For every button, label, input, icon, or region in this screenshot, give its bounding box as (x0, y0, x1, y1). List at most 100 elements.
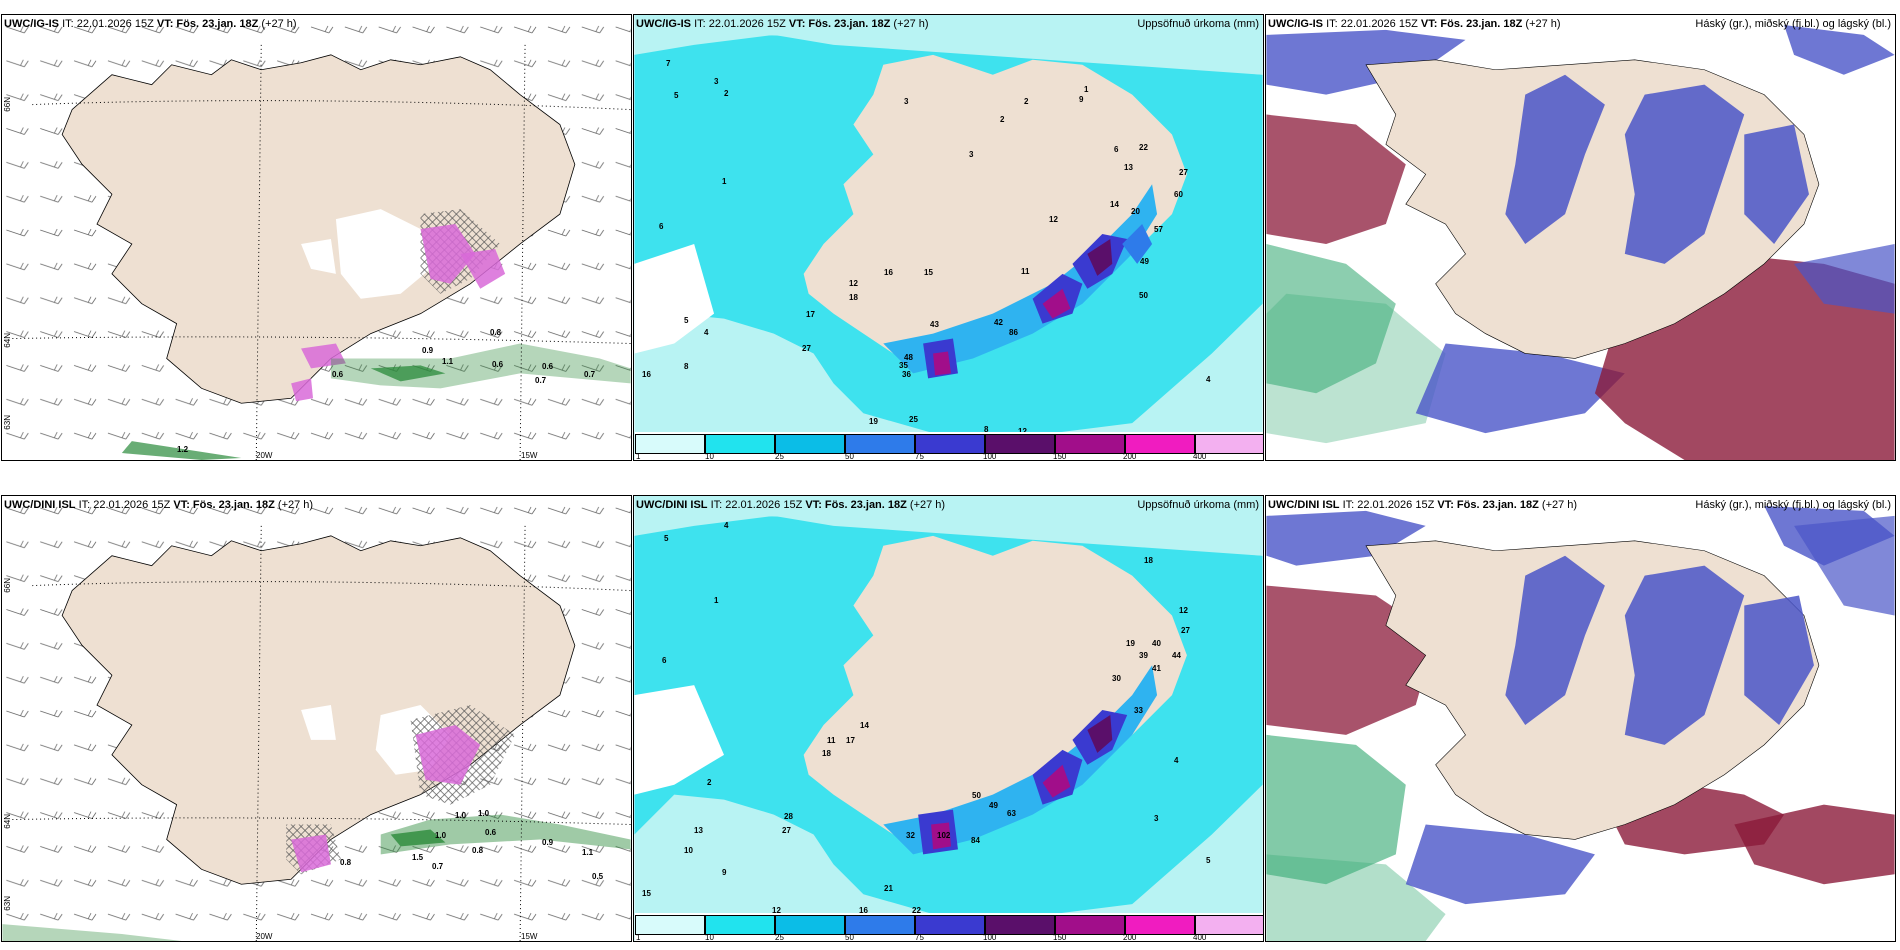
panel-title: Háský (gr.), miðský (fj.bl.) og lágský (… (1695, 499, 1891, 511)
lon-label: 15W (521, 451, 538, 460)
colorbar-tick: 1 (636, 933, 641, 942)
wind-value: 0.6 (542, 362, 554, 371)
precip-value: 5 (684, 316, 689, 325)
precip-value: 27 (1179, 168, 1188, 177)
precip-value: 5 (1206, 856, 1211, 865)
map-wind-ig-is (2, 15, 631, 460)
wind-value: 1.5 (412, 853, 424, 862)
precip-value: 3 (969, 150, 974, 159)
colorbar-swatch (775, 915, 845, 935)
precip-value: 57 (1154, 225, 1163, 234)
precip-value: 3 (714, 77, 719, 86)
panel-title: Uppsöfnuð úrkoma (mm) (1137, 18, 1259, 30)
colorbar-tick: 400 (1193, 933, 1207, 942)
precip-value: 102 (937, 831, 951, 840)
panel-wind-dini: UWC/DINI ISL IT: 22.01.2026 15Z VT: Fös.… (1, 495, 632, 942)
precip-value: 60 (1174, 190, 1183, 199)
panel-precip-dini: UWC/DINI ISL IT: 22.01.2026 15Z VT: Fös.… (633, 495, 1264, 942)
wind-value: 0.8 (490, 328, 502, 337)
colorbar-swatch (845, 434, 915, 454)
colorbar-swatch (635, 915, 705, 935)
precip-value: 17 (806, 310, 815, 319)
wind-value: 0.6 (492, 360, 504, 369)
precip-value: 1 (714, 596, 719, 605)
precip-value: 27 (802, 344, 811, 353)
colorbar-tick: 10 (705, 452, 714, 461)
panel-title: Uppsöfnuð úrkoma (mm) (1137, 499, 1259, 511)
precip-value: 11 (827, 736, 836, 745)
precip-value: 2 (724, 89, 729, 98)
lat-label: 63N (3, 896, 12, 911)
colorbar-tick: 75 (915, 452, 924, 461)
lat-label: 63N (3, 415, 12, 430)
panel-clouds-dini: UWC/DINI ISL IT: 22.01.2026 15Z VT: Fös.… (1265, 495, 1896, 942)
colorbar-swatch (915, 915, 985, 935)
precip-value: 5 (664, 534, 669, 543)
precip-value: 50 (1139, 291, 1148, 300)
wind-value: 0.8 (472, 846, 484, 855)
colorbar-tick: 400 (1193, 452, 1207, 461)
panel-precip-ig-is: UWC/IG-IS IT: 22.01.2026 15Z VT: Fös. 23… (633, 14, 1264, 461)
lat-label: 64N (3, 814, 12, 829)
precip-value: 16 (859, 906, 868, 915)
wind-value: 0.6 (332, 370, 344, 379)
precip-colorbar: 1 10 25 50 75 100 150 200 400 (635, 432, 1263, 461)
precip-value: 50 (972, 791, 981, 800)
colorbar-swatch (1055, 434, 1125, 454)
precip-value: 28 (784, 812, 793, 821)
panel-header: UWC/DINI ISL IT: 22.01.2026 15Z VT: Fös.… (636, 499, 946, 511)
panel-header: UWC/IG-IS IT: 22.01.2026 15Z VT: Fös. 23… (636, 18, 929, 30)
wind-value: 1.1 (582, 848, 594, 857)
precip-value: 17 (846, 736, 855, 745)
wind-value: 1.2 (177, 445, 189, 454)
precip-value: 27 (1181, 626, 1190, 635)
precip-value: 2 (707, 778, 712, 787)
wind-value: 0.7 (584, 370, 596, 379)
precip-value: 15 (924, 268, 933, 277)
map-clouds-ig-is (1266, 15, 1895, 460)
precip-value: 18 (822, 749, 831, 758)
wind-value: 1.0 (478, 809, 490, 818)
precip-value: 44 (1172, 651, 1181, 660)
precip-value: 86 (1009, 328, 1018, 337)
colorbar-tick: 100 (983, 452, 997, 461)
colorbar-swatch (635, 434, 705, 454)
colorbar-swatch (1195, 434, 1263, 454)
colorbar-tick: 200 (1123, 933, 1137, 942)
panel-clouds-ig-is: UWC/IG-IS IT: 22.01.2026 15Z VT: Fös. 23… (1265, 14, 1896, 461)
colorbar-tick: 25 (775, 933, 784, 942)
precip-colorbar: 1 10 25 50 75 100 150 200 400 (635, 913, 1263, 942)
precip-value: 41 (1152, 664, 1161, 673)
precip-value: 18 (849, 293, 858, 302)
precip-value: 6 (662, 656, 667, 665)
precip-value: 43 (930, 320, 939, 329)
precip-value: 36 (902, 370, 911, 379)
wind-value: 0.9 (542, 838, 554, 847)
precip-value: 27 (782, 826, 791, 835)
precip-value: 8 (984, 425, 989, 434)
colorbar-swatch (775, 434, 845, 454)
precip-value: 35 (899, 361, 908, 370)
wind-value: 0.8 (340, 858, 352, 867)
colorbar-swatch (1195, 915, 1263, 935)
precip-value: 84 (971, 836, 980, 845)
precip-value: 42 (994, 318, 1003, 327)
colorbar-tick: 100 (983, 933, 997, 942)
precip-value: 4 (1174, 756, 1179, 765)
precip-value: 15 (642, 889, 651, 898)
colorbar-tick: 75 (915, 933, 924, 942)
precip-value: 20 (1131, 207, 1140, 216)
precip-value: 33 (1134, 706, 1143, 715)
colorbar-swatch (1055, 915, 1125, 935)
precip-value: 10 (684, 846, 693, 855)
precip-value: 49 (989, 801, 998, 810)
wind-value: 1.1 (442, 357, 454, 366)
precip-value: 12 (1049, 215, 1058, 224)
colorbar-tick: 25 (775, 452, 784, 461)
precip-value: 12 (849, 279, 858, 288)
precip-value: 11 (1021, 267, 1030, 276)
colorbar-swatch (1125, 434, 1195, 454)
precip-value: 19 (869, 417, 878, 426)
precip-value: 22 (1139, 143, 1148, 152)
precip-value: 40 (1152, 639, 1161, 648)
